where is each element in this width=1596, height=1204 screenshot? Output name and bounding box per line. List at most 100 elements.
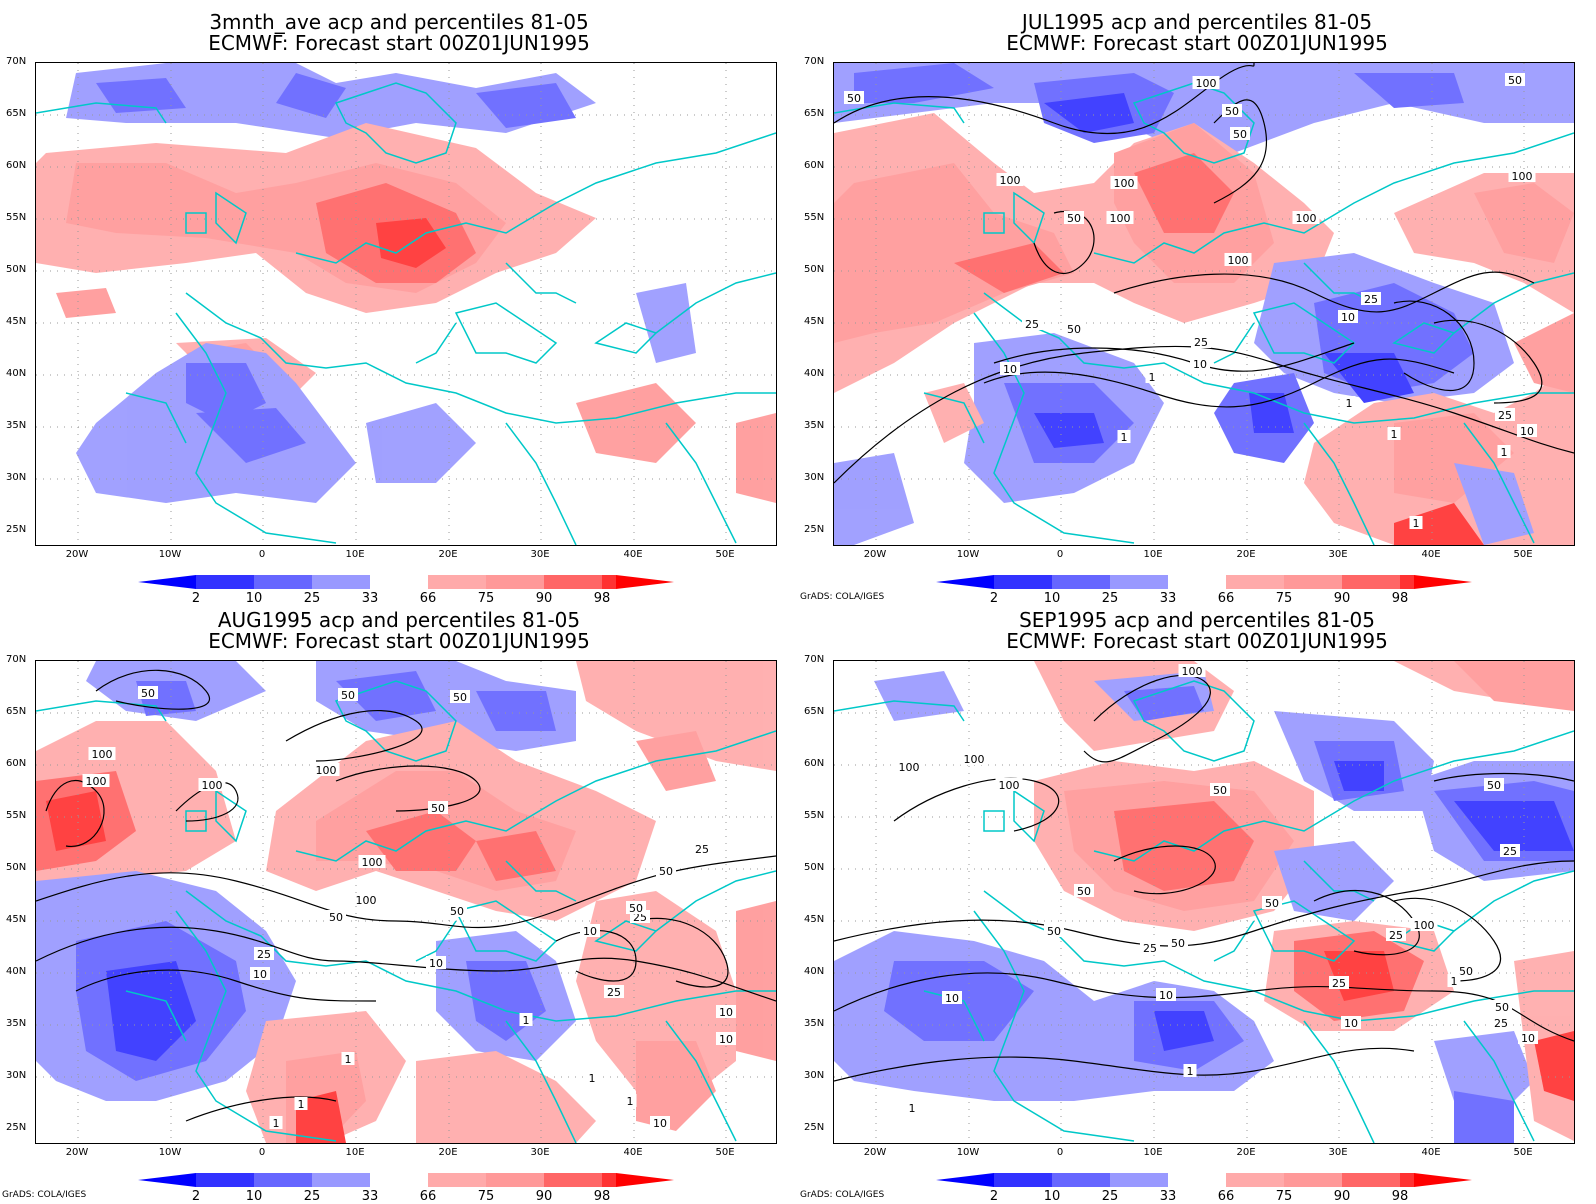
- lat-label: 60N: [804, 758, 825, 769]
- lon-label: 20E: [1236, 1147, 1256, 1158]
- colorbar-label: 90: [535, 591, 553, 606]
- contour-label: 50: [428, 801, 448, 815]
- svg-text:50: 50: [1508, 74, 1522, 87]
- colorbar-label: 10: [1043, 591, 1061, 606]
- svg-text:25: 25: [695, 843, 709, 856]
- svg-text:100: 100: [316, 764, 337, 777]
- anomaly-area: [1034, 413, 1104, 448]
- svg-text:50: 50: [141, 687, 155, 700]
- contour-label: 25: [1386, 928, 1406, 942]
- colorbar-label: 33: [361, 591, 379, 606]
- lat-label: 30N: [6, 472, 27, 483]
- svg-text:10: 10: [719, 1033, 733, 1046]
- anomaly-area: [954, 243, 1064, 293]
- panel-subtitle: ECMWF: Forecast start 00Z01JUN1995: [208, 31, 590, 55]
- anomaly-area: [1394, 413, 1514, 503]
- colorbar-segment: [254, 575, 312, 589]
- lat-label: 35N: [804, 420, 825, 431]
- svg-text:25: 25: [1143, 942, 1157, 955]
- lat-label: 55N: [6, 810, 27, 821]
- svg-text:50: 50: [1487, 779, 1501, 792]
- lon-label: 20E: [1236, 549, 1256, 560]
- contour-label: 100: [995, 778, 1023, 792]
- anomaly-area: [636, 731, 716, 791]
- contour-label: 1: [623, 1094, 637, 1108]
- anomaly-area: [1134, 153, 1234, 233]
- colorbar-segment: [1110, 1173, 1168, 1187]
- svg-text:100: 100: [202, 779, 223, 792]
- contour-label: 50: [1222, 104, 1242, 118]
- contour-label: 1: [1183, 1064, 1197, 1078]
- svg-text:100: 100: [1228, 254, 1249, 267]
- svg-text:50: 50: [450, 905, 464, 918]
- colorbar-segment: [1342, 1173, 1400, 1187]
- anomaly-area: [874, 671, 964, 721]
- colorbar-label: 33: [1159, 591, 1177, 606]
- lat-label: 60N: [6, 160, 27, 171]
- colorbar-segment: [1284, 575, 1342, 589]
- lat-label: 65N: [6, 706, 27, 717]
- lat-label: 45N: [804, 914, 825, 925]
- svg-text:10: 10: [583, 925, 597, 938]
- map-frame: [35, 62, 777, 546]
- svg-text:50: 50: [1077, 885, 1091, 898]
- colorbar: [138, 575, 674, 589]
- svg-text:25: 25: [1498, 409, 1512, 422]
- anomaly-area: [1514, 313, 1574, 393]
- contour-label: 10: [250, 967, 270, 981]
- contour-label: 50: [1064, 211, 1084, 225]
- colorbar-arrow-high: [616, 1173, 674, 1187]
- contour-label: 25: [1191, 335, 1211, 349]
- svg-text:50: 50: [1171, 937, 1185, 950]
- svg-text:10: 10: [1344, 1017, 1358, 1030]
- anomaly-area: [1454, 801, 1574, 851]
- lon-label: 40E: [623, 1147, 643, 1158]
- contour-label: 50: [1074, 884, 1094, 898]
- lon-label: 0: [1056, 549, 1064, 560]
- colorbar-segment: [312, 575, 370, 589]
- lat-label: 70N: [804, 654, 825, 665]
- lon-label: 30E: [1328, 549, 1348, 560]
- coastlines: [36, 680, 776, 1143]
- svg-text:100: 100: [1114, 177, 1135, 190]
- colorbar-segment: [1110, 575, 1168, 589]
- colorbar-segment: [486, 575, 544, 589]
- contour-label: 100: [1106, 211, 1134, 225]
- lat-label: 45N: [804, 316, 825, 327]
- anomaly-area: [1454, 1091, 1514, 1143]
- colorbar-arrow-low: [936, 1173, 994, 1187]
- svg-text:1: 1: [345, 1053, 352, 1066]
- svg-text:50: 50: [1067, 323, 1081, 336]
- colorbar-segment: [544, 1173, 602, 1187]
- contour-label: 100: [1224, 253, 1252, 267]
- colorbar-label: 98: [593, 1189, 611, 1204]
- lon-label: 10E: [1143, 1147, 1163, 1158]
- anomaly-area: [1474, 183, 1574, 263]
- contour-label: 10: [1000, 362, 1020, 376]
- svg-text:25: 25: [1503, 845, 1517, 858]
- colorbar-label: 90: [1333, 591, 1351, 606]
- lon-label: 10W: [158, 549, 182, 560]
- contour-label: 100: [358, 855, 386, 869]
- anomaly-area: [106, 961, 196, 1061]
- contour-label: 1: [1145, 370, 1159, 384]
- contour-label: 100: [352, 893, 380, 907]
- svg-text:50: 50: [1047, 925, 1061, 938]
- anomaly-area: [1324, 353, 1414, 403]
- contour-label: 1: [585, 1071, 599, 1085]
- contour-label: 50: [1230, 127, 1250, 141]
- grads-credit: GrADS: COLA/IGES: [800, 592, 885, 602]
- colorbar-segment: [1342, 575, 1400, 589]
- anomaly-area: [1454, 661, 1574, 711]
- contour-label: 1: [294, 1097, 308, 1111]
- anomaly-area: [56, 288, 116, 318]
- contour-label: 25: [1500, 844, 1520, 858]
- svg-text:50: 50: [453, 691, 467, 704]
- contour-label: 1: [341, 1052, 355, 1066]
- colorbar-segment: [544, 575, 602, 589]
- panel-sep1995: SEP1995 acp and percentiles 81-05 ECMWF:…: [798, 598, 1596, 1204]
- contour-label: 50: [338, 688, 358, 702]
- colorbar-segment: [1400, 575, 1414, 589]
- lat-label: 40N: [6, 368, 27, 379]
